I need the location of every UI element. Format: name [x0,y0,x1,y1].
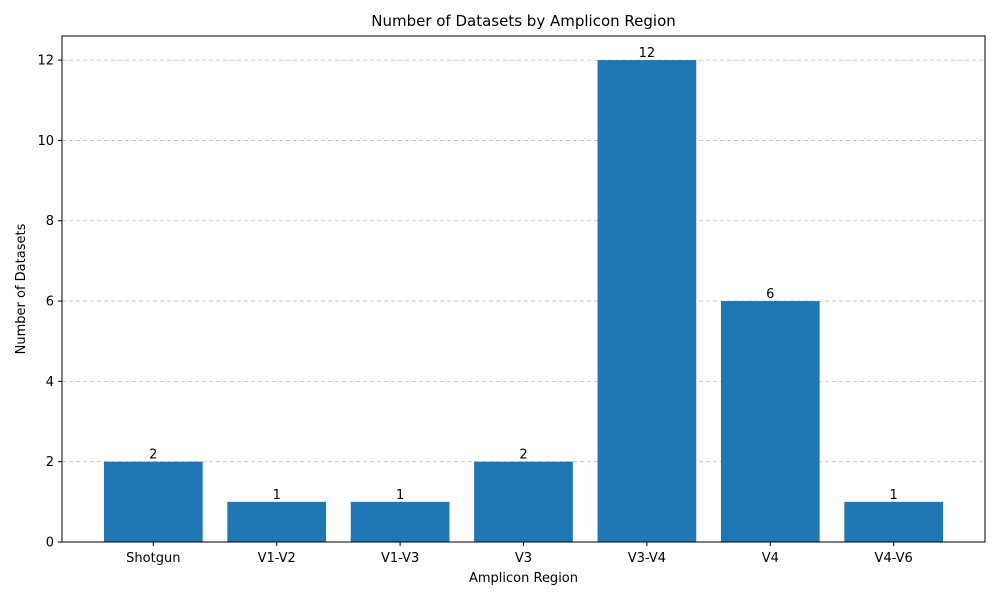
x-tick-label: V3-V4 [628,551,666,566]
bar-value-label: 2 [519,448,527,463]
y-tick-label: 8 [46,214,54,229]
bar [844,501,944,542]
x-tick-label: V4 [762,551,779,566]
y-tick-label: 2 [46,455,54,470]
y-axis-ticks: 0 2 4 6 8 10 12 [37,54,62,551]
bar-value-label: 6 [766,287,774,302]
x-tick-label: Shotgun [126,551,180,566]
chart-title: Number of Datasets by Amplicon Region [371,12,676,30]
bars [103,60,944,542]
y-tick-label: 6 [46,295,54,310]
y-axis-title: Number of Datasets [14,223,29,354]
bar [103,461,203,542]
x-axis-title: Amplicon Region [469,571,578,586]
bar-value-label: 1 [396,488,404,503]
y-tick-label: 0 [46,536,54,551]
x-axis-ticks: Shotgun V1-V2 V1-V3 V3 V3-V4 V4 V4-V6 [126,542,913,566]
x-tick-label: V1-V2 [258,551,296,566]
bar [597,60,697,542]
x-tick-label: V1-V3 [381,551,419,566]
y-tick-label: 12 [37,54,54,69]
y-tick-label: 10 [37,134,54,149]
bar [720,301,820,542]
bar-value-label: 1 [273,488,281,503]
bar [350,501,450,542]
x-tick-label: V4-V6 [875,551,913,566]
y-tick-label: 4 [46,375,54,390]
bar-value-label: 12 [639,46,656,61]
bar-value-label: 2 [149,448,157,463]
bar [227,501,327,542]
bar [474,461,573,542]
x-tick-label: V3 [515,551,532,566]
bar-value-label: 1 [890,488,898,503]
